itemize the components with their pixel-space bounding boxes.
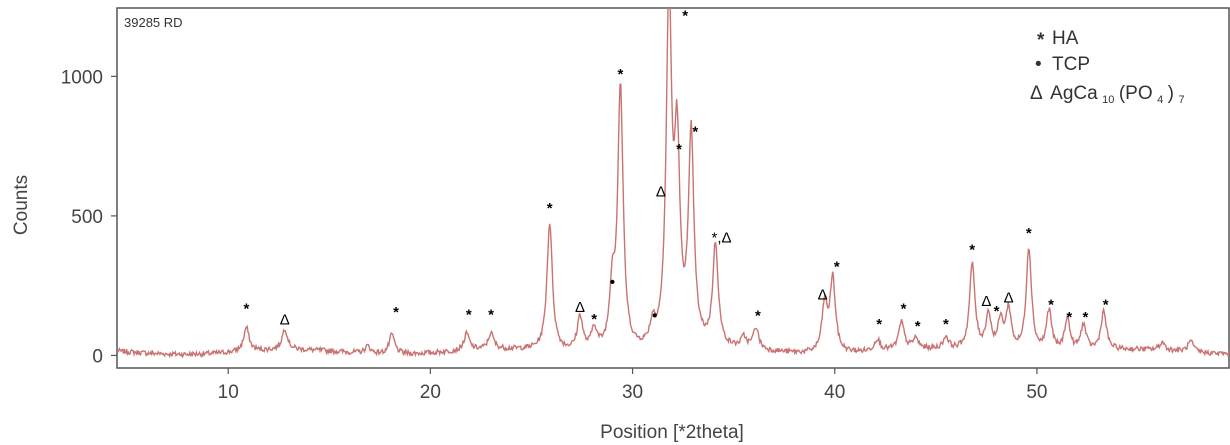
- y-axis-title: Counts: [11, 175, 32, 235]
- peak-marker: *: [618, 66, 624, 83]
- peak-marker: •: [610, 274, 615, 291]
- peak-marker: •: [652, 308, 657, 325]
- peak-marker: *: [1103, 296, 1109, 313]
- peak-marker: *: [994, 303, 1000, 320]
- legend-label-ha: HA: [1052, 28, 1079, 49]
- peak-marker: *: [876, 316, 882, 333]
- peak-marker: *: [547, 200, 553, 217]
- peak-marker: *: [488, 307, 494, 324]
- x-tick-label: 10: [218, 382, 239, 403]
- peak-marker: *: [901, 301, 907, 318]
- peak-marker: *: [1026, 225, 1032, 242]
- peak-marker: *: [834, 259, 840, 276]
- peak-marker: *: [943, 316, 949, 333]
- x-axis-title: Position [*2theta]: [600, 422, 744, 443]
- x-tick-label: 50: [1026, 382, 1047, 403]
- peak-marker: *: [755, 308, 761, 325]
- peak-marker: *: [1083, 309, 1089, 326]
- peak-marker: *: [1048, 296, 1054, 313]
- y-tick-label: 0: [92, 346, 103, 367]
- peak-annotations: *Δ * * **Δ*•*•Δ****,Δ*Δ**** **Δ*Δ*** **: [243, 8, 1108, 335]
- legend: * HA • TCP Δ AgCa 10 (PO 4 ) 7: [1030, 28, 1185, 107]
- legend-symbol-tcp: •: [1035, 54, 1042, 75]
- peak-marker: Δ: [656, 183, 666, 200]
- x-tick-label: 30: [622, 382, 643, 403]
- plot-area: [116, 7, 1230, 369]
- peak-marker: *: [692, 123, 698, 140]
- x-tick-label: 20: [420, 382, 441, 403]
- peak-marker: Δ: [818, 287, 828, 304]
- peak-marker: *: [393, 304, 399, 321]
- peak-marker: *: [915, 318, 921, 335]
- peak-marker: *: [682, 8, 688, 25]
- x-axis: 10 20 30 40 50: [218, 368, 1047, 403]
- peak-marker: *: [676, 141, 682, 158]
- y-axis: 0 500 1000: [61, 67, 117, 367]
- legend-label-agca: Δ AgCa 10 (PO 4 ) 7: [1030, 83, 1185, 107]
- x-tick-label: 40: [824, 382, 845, 403]
- legend-symbol-ha: *: [1037, 30, 1045, 51]
- sample-label: 39285 RD: [124, 15, 183, 30]
- peak-marker: *: [243, 301, 249, 318]
- peak-marker: Δ: [575, 299, 585, 316]
- peak-marker: Δ: [981, 293, 991, 310]
- peak-marker: *: [1066, 309, 1072, 326]
- legend-label-tcp: TCP: [1052, 54, 1090, 75]
- peak-marker: *: [591, 311, 597, 328]
- peak-marker: Δ: [280, 312, 290, 329]
- peak-marker: *,Δ: [712, 229, 732, 246]
- y-tick-label: 500: [71, 207, 103, 228]
- diffraction-pattern-line: [117, 8, 1229, 359]
- peak-marker: Δ: [1004, 289, 1014, 306]
- peak-marker: *: [969, 241, 975, 258]
- peak-marker: *: [466, 307, 472, 324]
- y-tick-label: 1000: [61, 67, 103, 88]
